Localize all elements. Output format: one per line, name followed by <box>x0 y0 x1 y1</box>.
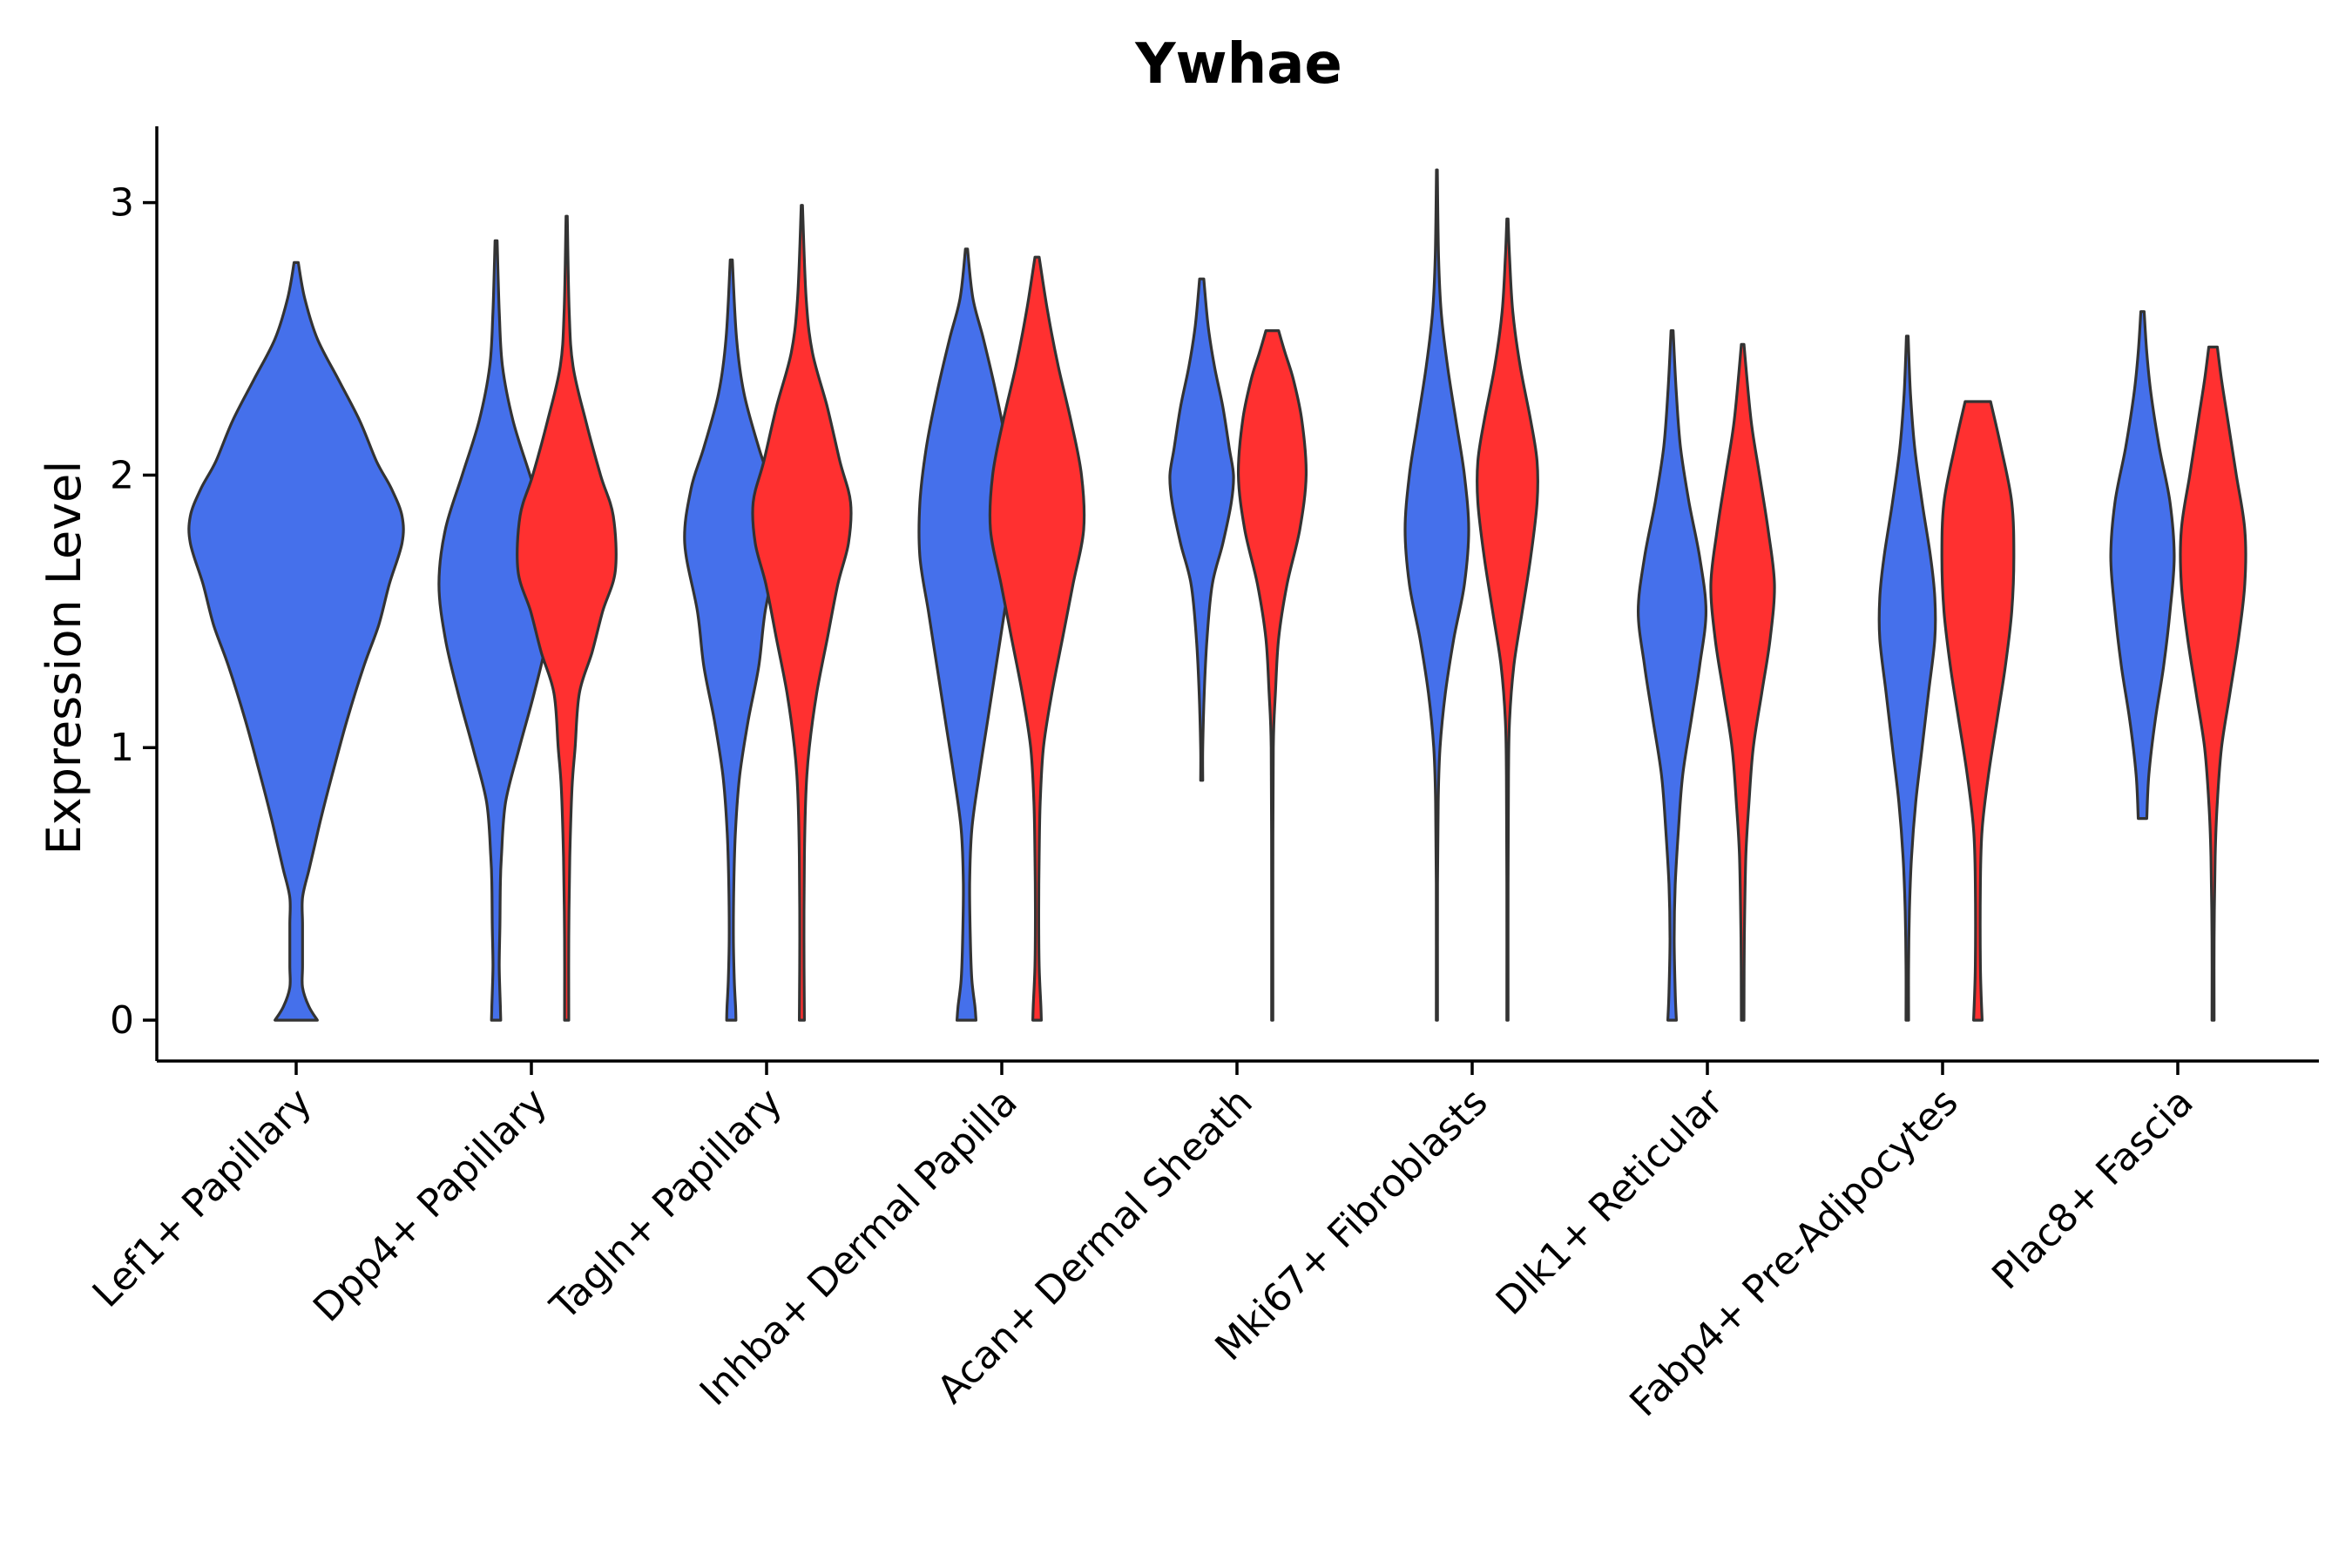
x-tick-label-tagln-papillary: Tagln+ Papillary <box>542 1080 791 1329</box>
violin-plac8-fascia-blue <box>2109 310 2176 821</box>
violin-dlk1-reticular-red <box>1709 342 1776 1022</box>
violins-group <box>187 168 2247 1022</box>
violin-acan-dermal-sheath-red <box>1236 329 1308 1022</box>
y-tick-label-3: 3 <box>110 181 134 226</box>
violin-dlk1-reticular-blue <box>1637 329 1707 1022</box>
violin-fabp4-pre-adipocytes-red <box>1940 400 2016 1022</box>
y-tick-label-0: 0 <box>110 998 134 1043</box>
x-tick-label-dpp4-papillary: Dpp4+ Papillary <box>305 1080 556 1331</box>
x-tick-label-dlk1-reticular: Dlk1+ Reticular <box>1488 1079 1733 1324</box>
violin-mki67-fibroblasts-blue <box>1403 168 1470 1022</box>
violin-mki67-fibroblasts-red <box>1476 217 1539 1022</box>
y-axis-label: Expression Level <box>37 461 91 855</box>
violin-fabp4-pre-adipocytes-blue <box>1877 335 1937 1022</box>
y-tick-label-1: 1 <box>110 726 134 770</box>
violin-inhba-dermal-papilla-red <box>988 255 1086 1022</box>
x-tick-label-mki67-fibroblasts: Mki67+ Fibroblasts <box>1206 1080 1496 1369</box>
violin-tagln-papillary-blue <box>683 258 780 1022</box>
violin-dpp4-papillary-blue <box>437 239 555 1022</box>
x-tick-label-lef1-papillary: Lef1+ Papillary <box>84 1080 321 1316</box>
violin-dpp4-papillary-red <box>516 214 618 1022</box>
y-tick-label-2: 2 <box>110 453 134 497</box>
violin-plac8-fascia-red <box>2179 345 2247 1022</box>
violin-inhba-dermal-papilla-blue <box>917 247 1016 1022</box>
violin-lef1-papillary-blue <box>187 260 405 1022</box>
violin-acan-dermal-sheath-blue <box>1168 277 1235 782</box>
violin-tagln-papillary-red <box>751 204 853 1022</box>
x-tick-label-plac8-fascia: Plac8+ Fascia <box>1984 1080 2202 1299</box>
chart-title: Ywhae <box>1134 32 1342 97</box>
